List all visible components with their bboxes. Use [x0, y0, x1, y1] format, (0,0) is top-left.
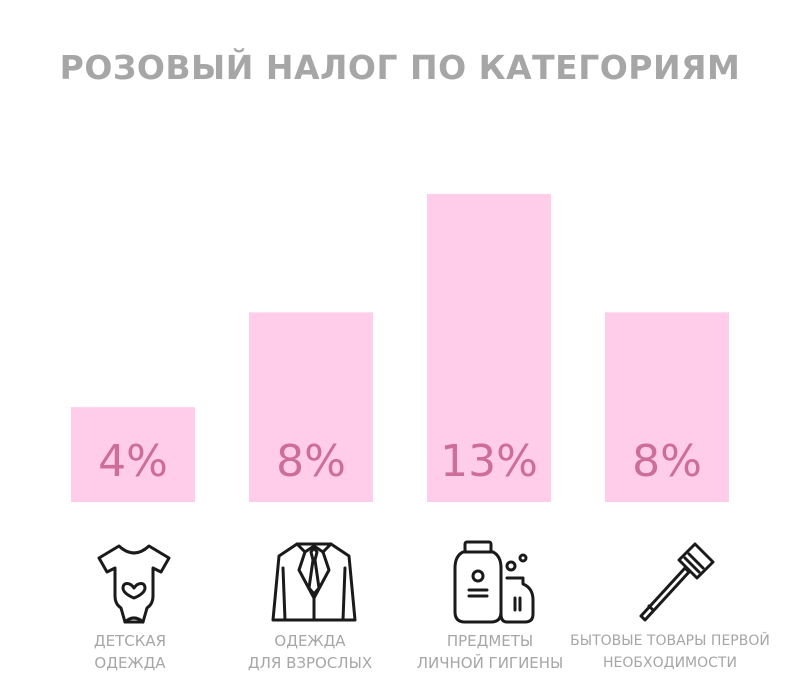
chart-title: РОЗОВЫЙ НАЛОГ ПО КАТЕГОРИЯМ	[59, 48, 741, 87]
category-label-adult-clothes: ОДЕЖДА ДЛЯ ВЗРОСЛЫХ	[247, 632, 373, 672]
bar-value-label-0: 4%	[98, 436, 168, 487]
suit-jacket-icon	[269, 538, 359, 628]
category-label-household: БЫТОВЫЕ ТОВАРЫ ПЕРВОЙ НЕОБХОДИМОСТИ	[570, 633, 770, 671]
bar-0	[71, 407, 195, 502]
bar-2	[427, 193, 551, 502]
category-label-baby-clothes: ДЕТСКАЯ ОДЕЖДА	[93, 632, 167, 672]
bar-value-label-3: 8%	[632, 436, 702, 487]
category-label-hygiene: ПРЕДМЕТЫ ЛИЧНОЙ ГИГИЕНЫ	[416, 632, 564, 672]
bar-value-label-2: 13%	[440, 436, 538, 487]
bar-3	[605, 312, 729, 502]
bar-value-label-1: 8%	[276, 436, 346, 487]
bar-1	[249, 312, 373, 502]
baby-bodysuit-icon	[89, 538, 179, 628]
bar-chart: 4% 8% 13% 8%	[71, 193, 729, 502]
shampoo-bottles-icon	[449, 538, 539, 628]
razor-icon	[629, 538, 719, 628]
